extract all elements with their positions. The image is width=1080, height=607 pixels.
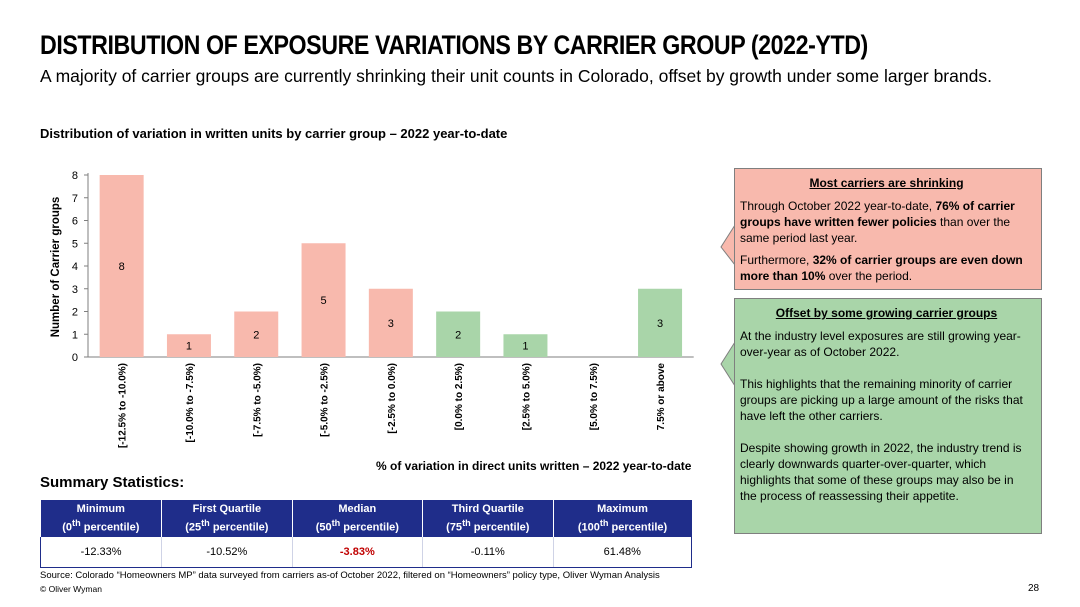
x-tick-label: 7.5% or above bbox=[656, 363, 667, 431]
y-tick-label: 8 bbox=[72, 170, 78, 182]
callout-shrinking-heading: Most carriers are shrinking bbox=[809, 176, 964, 190]
y-tick-label: 0 bbox=[72, 352, 78, 364]
x-tick-label: [2.5% to 5.0%) bbox=[521, 363, 532, 430]
table-row: -12.33% -10.52% -3.83% -0.11% 61.48% bbox=[39, 537, 693, 568]
first-quartile-value: -10.52% bbox=[161, 537, 293, 568]
header-median: Median (50th percentile) bbox=[292, 500, 424, 537]
page-subtitle: A majority of carrier groups are current… bbox=[40, 66, 992, 86]
y-axis-label: Number of Carrier groups bbox=[50, 197, 62, 338]
callout-growing-heading: Offset by some growing carrier groups bbox=[775, 306, 998, 320]
x-tick-label: [5.0% to 7.5%) bbox=[589, 363, 600, 430]
minimum-value: -12.33% bbox=[39, 537, 163, 568]
bar-data-label: 2 bbox=[253, 329, 259, 341]
callout-shrinking: Most carriers are shrinking Through Octo… bbox=[734, 168, 1042, 290]
header-maximum: Maximum (100th percentile) bbox=[553, 500, 692, 537]
median-value: -3.83% bbox=[291, 537, 424, 568]
callout-growing-paragraph-3: Despite showing growth in 2022, the indu… bbox=[740, 441, 1022, 503]
header-first-quartile: First Quartile (25th percentile) bbox=[161, 500, 293, 537]
bar-data-label: 3 bbox=[657, 318, 663, 330]
x-tick-label: [-10.0% to -7.5%) bbox=[185, 363, 196, 442]
callout-shrinking-paragraph-2: Furthermore, 32% of carrier groups are e… bbox=[740, 253, 1023, 283]
y-tick-label: 1 bbox=[72, 329, 78, 341]
x-tick-label: [-2.5% to 0.0%) bbox=[387, 363, 398, 434]
summary-statistics-table: Minimum (0th percentile) First Quartile (2… bbox=[39, 500, 693, 568]
y-tick-label: 4 bbox=[72, 261, 78, 273]
page-title: DISTRIBUTION OF EXPOSURE VARIATIONS BY C… bbox=[40, 30, 868, 60]
bar bbox=[234, 311, 279, 357]
third-quartile-value: -0.11% bbox=[422, 537, 554, 568]
x-tick-label: [0.0% to 2.5%) bbox=[454, 363, 465, 430]
source-note: Source: Colorado “Homeowners MP” data su… bbox=[40, 570, 660, 581]
bar bbox=[368, 288, 413, 357]
bar bbox=[638, 288, 683, 357]
bar-data-label: 8 bbox=[119, 261, 125, 273]
table-header-row: Minimum (0th percentile) First Quartile (2… bbox=[40, 500, 692, 537]
bar bbox=[503, 334, 548, 357]
bar-data-label: 2 bbox=[455, 329, 461, 341]
chart-title: Distribution of variation in written uni… bbox=[40, 126, 508, 141]
bar-chart: 0 1 2 3 4 5 6 7 8 Number of Carrier groups 8 [-12.5… bbox=[50, 170, 694, 448]
bar bbox=[99, 175, 144, 357]
bar bbox=[166, 334, 211, 357]
y-tick-label: 6 bbox=[72, 216, 78, 228]
callout-growing: Offset by some growing carrier groups At… bbox=[734, 298, 1042, 534]
y-tick-label: 2 bbox=[72, 307, 78, 319]
x-axis-label: % of variation in direct units written –… bbox=[376, 459, 692, 473]
x-tick-label: [-7.5% to -5.0%) bbox=[252, 363, 263, 437]
x-tick-label: [-12.5% to -10.0%) bbox=[118, 363, 129, 448]
summary-statistics-title: Summary Statistics: bbox=[40, 474, 185, 491]
bar-data-label: 5 bbox=[320, 295, 326, 307]
bar-data-label: 1 bbox=[522, 341, 528, 353]
x-tick-label: [-5.0% to -2.5%) bbox=[320, 363, 331, 437]
bar bbox=[301, 243, 346, 357]
bar bbox=[436, 311, 481, 357]
bar-data-label: 1 bbox=[186, 341, 192, 353]
y-tick-label: 7 bbox=[72, 193, 78, 205]
callout-shrinking-paragraph-1: Through October 2022 year-to-date, 76% o… bbox=[740, 199, 1015, 245]
y-tick-label: 5 bbox=[72, 238, 78, 250]
header-minimum: Minimum (0th percentile) bbox=[40, 500, 163, 537]
bar-data-label: 3 bbox=[388, 318, 394, 330]
callout-growing-paragraph-2: This highlights that the remaining minor… bbox=[740, 377, 1023, 423]
callout-growing-paragraph-1: At the industry level exposures are stil… bbox=[740, 329, 1021, 359]
page-number: 28 bbox=[1028, 583, 1040, 594]
copyright: © Oliver Wyman bbox=[40, 584, 102, 594]
maximum-value: 61.48% bbox=[552, 537, 693, 568]
y-tick-label: 3 bbox=[72, 284, 78, 296]
header-third-quartile: Third Quartile (75th percentile) bbox=[422, 500, 554, 537]
